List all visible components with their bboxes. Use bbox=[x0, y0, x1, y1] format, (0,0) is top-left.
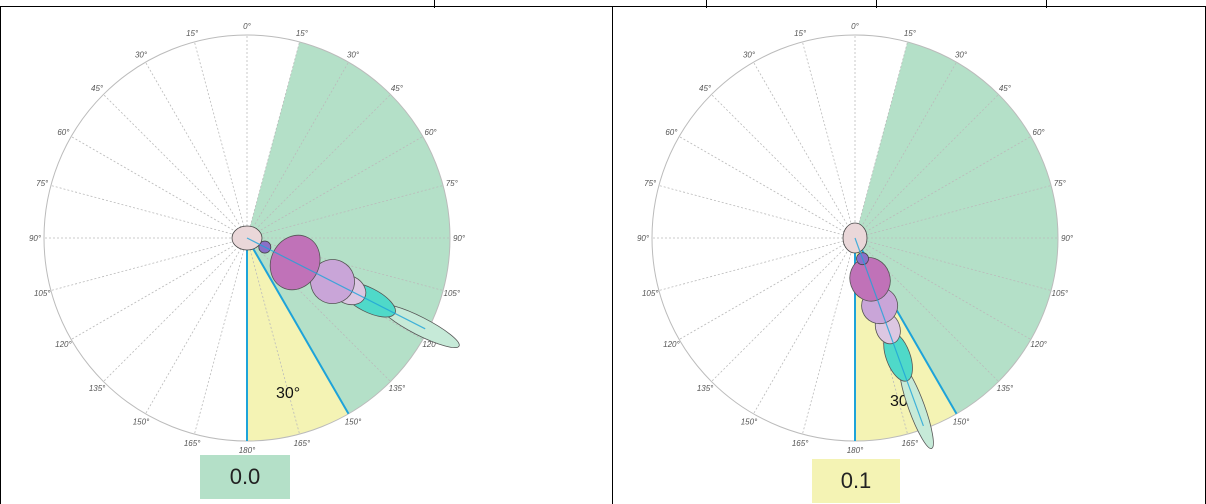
radial-line bbox=[854, 41, 908, 239]
header-cell-divider bbox=[1046, 0, 1047, 8]
angle-tick-label: 75° bbox=[1054, 179, 1067, 188]
angle-tick-label: 150° bbox=[741, 418, 758, 427]
angle-tick-label: 75° bbox=[36, 179, 49, 188]
angle-tick-label: 180° bbox=[847, 446, 864, 455]
radial-line bbox=[70, 136, 248, 239]
angle-tick-label: 165° bbox=[294, 439, 311, 448]
angle-tick-label: 45° bbox=[91, 84, 104, 93]
angle-tick-label: 105° bbox=[444, 289, 461, 298]
angle-tick-label: 135° bbox=[89, 384, 106, 393]
orientation-diagram-left: 0° 15° 15° 30° 30° 45° 45° 60° 60° 75° 75° 90° 90° 10… bbox=[29, 22, 466, 455]
radial-line bbox=[854, 185, 1052, 239]
angle-tick-label: 60° bbox=[665, 128, 678, 137]
angle-tick-label: 90° bbox=[637, 234, 650, 243]
radial-line bbox=[103, 94, 248, 239]
radial-line bbox=[802, 41, 856, 239]
radial-line bbox=[103, 237, 248, 382]
angle-tick-label: 60° bbox=[425, 128, 438, 137]
angle-tick-label: 75° bbox=[446, 179, 459, 188]
angle-tick-label: 30° bbox=[347, 50, 360, 59]
radial-line bbox=[678, 136, 856, 239]
angle-tick-label: 15° bbox=[186, 29, 199, 38]
angle-tick-label: 135° bbox=[697, 384, 714, 393]
angle-tick-label: 165° bbox=[792, 439, 809, 448]
radial-line bbox=[194, 237, 248, 435]
value-box-right: 0.1 bbox=[812, 459, 900, 503]
radial-line bbox=[753, 237, 856, 415]
angle-tick-label: 165° bbox=[184, 439, 201, 448]
radial-line bbox=[145, 61, 248, 239]
yellow-sector bbox=[247, 238, 349, 441]
table-left-border bbox=[0, 6, 1, 504]
angle-tick-label: 120° bbox=[55, 340, 72, 349]
radial-line bbox=[246, 61, 349, 239]
angle-tick-label: 0° bbox=[243, 22, 251, 31]
radial-line bbox=[802, 237, 856, 435]
radial-line bbox=[246, 136, 424, 239]
value-box-left: 0.0 bbox=[200, 455, 290, 499]
angle-tick-label: 135° bbox=[389, 384, 406, 393]
radial-line bbox=[658, 185, 856, 239]
angle-tick-label: 30° bbox=[955, 50, 968, 59]
orientation-diagram-right: 0° 15° 15° 30° 30° 45° 45° 60° 60° 75° 75° 90° 90° 10… bbox=[637, 22, 1074, 455]
radial-line bbox=[246, 94, 391, 239]
angle-tick-label: 45° bbox=[999, 84, 1012, 93]
angle-tick-label: 150° bbox=[345, 418, 362, 427]
radial-line bbox=[145, 237, 248, 415]
sector-edge-line bbox=[246, 237, 350, 415]
angle-tick-label: 150° bbox=[133, 418, 150, 427]
radial-line bbox=[854, 237, 1032, 340]
radial-line bbox=[50, 185, 248, 239]
angle-tick-label: 0° bbox=[851, 22, 859, 31]
radial-line bbox=[753, 61, 856, 239]
table-top-border bbox=[0, 6, 1206, 7]
radial-line bbox=[70, 237, 248, 340]
angle-tick-label: 90° bbox=[453, 234, 466, 243]
angle-tick-label: 90° bbox=[29, 234, 42, 243]
radial-line bbox=[246, 185, 444, 239]
insect-body bbox=[231, 225, 460, 348]
angle-tick-label: 60° bbox=[57, 128, 70, 137]
body-axis-line bbox=[246, 237, 426, 330]
angle-tick-label: 90° bbox=[1061, 234, 1074, 243]
radial-line bbox=[678, 237, 856, 340]
angle-tick-label: 165° bbox=[902, 439, 919, 448]
angle-tick-label: 120° bbox=[663, 340, 680, 349]
radial-line bbox=[194, 41, 248, 239]
angle-tick-label: 15° bbox=[794, 29, 807, 38]
angle-tick-label: 45° bbox=[391, 84, 404, 93]
body-axis-line bbox=[854, 237, 924, 427]
radial-line bbox=[246, 41, 300, 239]
radial-line bbox=[854, 61, 957, 239]
angle-tick-label: 15° bbox=[904, 29, 917, 38]
radial-line bbox=[854, 136, 1032, 239]
angle-tick-label: 120° bbox=[422, 340, 439, 349]
radial-line bbox=[50, 237, 248, 291]
angle-tick-label: 60° bbox=[1033, 128, 1046, 137]
angle-tick-label: 15° bbox=[296, 29, 309, 38]
angle-tick-label: 105° bbox=[34, 289, 51, 298]
angle-tick-label: 150° bbox=[953, 418, 970, 427]
angle-tick-label: 45° bbox=[699, 84, 712, 93]
radial-line bbox=[658, 237, 856, 291]
radial-line bbox=[711, 94, 856, 239]
radial-line bbox=[711, 237, 856, 382]
angle-tick-label: 105° bbox=[642, 289, 659, 298]
angle-tick-label: 180° bbox=[239, 446, 256, 455]
angle-tick-label: 30° bbox=[135, 50, 148, 59]
green-sector bbox=[855, 41, 1058, 414]
table-divider bbox=[612, 6, 613, 504]
angle-tick-label: 105° bbox=[1052, 289, 1069, 298]
angle-label: 30° bbox=[276, 385, 300, 402]
header-cell-divider bbox=[876, 0, 877, 8]
angle-tick-label: 120° bbox=[1030, 340, 1047, 349]
radial-line bbox=[854, 237, 1052, 291]
angle-tick-label: 135° bbox=[997, 384, 1014, 393]
angle-tick-label: 75° bbox=[644, 179, 657, 188]
radial-line bbox=[854, 94, 999, 239]
radial-line bbox=[246, 237, 300, 435]
header-cell-divider bbox=[706, 0, 707, 8]
angle-tick-label: 30° bbox=[743, 50, 756, 59]
header-cell-divider bbox=[434, 0, 435, 8]
